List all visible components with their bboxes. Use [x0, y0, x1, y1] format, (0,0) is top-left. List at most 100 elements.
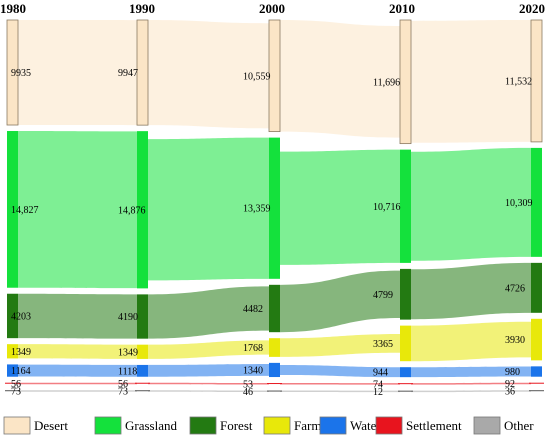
node-desert-2000: [268, 19, 281, 133]
legend-label-desert: Desert: [34, 418, 68, 433]
value-label-settlement-2000: 53: [243, 379, 253, 390]
flow-water-2000-2010: [280, 364, 400, 378]
node-grassland-2000: [269, 137, 280, 279]
flow-desert-2010-2020: [411, 20, 531, 143]
value-label-farmland-2020: 3930: [505, 335, 525, 346]
flow-farmland-1980-1990: [18, 344, 137, 359]
value-label-water-2020: 980: [505, 367, 520, 378]
flow-other-1980-1990: [18, 390, 137, 392]
year-header-2000: 2000: [259, 1, 285, 16]
value-label-grassland-1990: 14,876: [118, 205, 146, 216]
value-label-farmland-1980: 1349: [11, 347, 31, 358]
node-forest-2000: [269, 284, 280, 333]
flow-water-2010-2020: [411, 366, 531, 378]
value-label-farmland-1990: 1349: [118, 347, 138, 358]
legend: Desert Grassland Forest Farmland Water Settle…: [3, 416, 534, 435]
node-forest-2010: [400, 268, 411, 320]
flow-forest-1980-1990: [18, 293, 137, 339]
node-desert-1990: [136, 19, 149, 126]
value-label-forest-2000: 4482: [243, 304, 263, 315]
value-label-desert-2020: 11,532: [505, 76, 532, 87]
flow-forest-1990-2000: [148, 286, 269, 339]
node-farmland-1980: [7, 344, 18, 359]
flow-grassland-2010-2020: [411, 147, 531, 261]
value-label-other-2000: 46: [243, 387, 253, 398]
value-label-desert-1980: 9935: [11, 68, 31, 79]
legend-label-settlement: Settlement: [406, 418, 462, 433]
year-header-1980: 1980: [0, 1, 26, 16]
node-forest-2020: [531, 262, 542, 313]
legend-swatch-other: [473, 416, 501, 435]
flow-grassland-1990-2000: [148, 137, 269, 281]
flow-farmland-1990-2000: [148, 340, 269, 359]
node-farmland-1990: [137, 344, 148, 359]
node-forest-1990: [137, 294, 148, 339]
flow-other-2000-2010: [280, 390, 400, 393]
flow-other-1990-2000: [148, 390, 269, 393]
legend-swatch-farmland: [263, 416, 291, 435]
node-grassland-2020: [531, 147, 542, 257]
value-label-farmland-2010: 3365: [373, 339, 393, 350]
value-label-grassland-1980: 14,827: [11, 205, 39, 216]
value-label-forest-2010: 4799: [373, 290, 393, 301]
node-farmland-2000: [269, 338, 280, 357]
node-farmland-2010: [400, 325, 411, 362]
flow-forest-2010-2020: [411, 262, 531, 320]
node-farmland-2020: [531, 318, 542, 361]
year-headers: 1980 1990 2000 2010 2020: [0, 1, 545, 16]
flow-settlement-2010-2020: [411, 382, 531, 385]
value-label-desert-1990: 9947: [118, 68, 138, 79]
legend-swatch-settlement: [375, 416, 403, 435]
value-label-other-1990: 73: [118, 386, 128, 397]
value-label-grassland-2020: 10,309: [505, 198, 533, 209]
node-water-1990: [137, 364, 148, 377]
value-label-desert-2000: 10,559: [243, 71, 271, 82]
value-label-forest-1980: 4203: [11, 311, 31, 322]
value-label-farmland-2000: 1768: [243, 343, 263, 354]
value-label-other-2010: 12: [373, 387, 383, 398]
flows: [18, 20, 531, 393]
value-label-settlement-2010: 74: [373, 379, 383, 390]
node-grassland-2010: [400, 149, 411, 263]
value-label-desert-2010: 11,696: [373, 77, 400, 88]
value-label-settlement-1980: 56: [11, 379, 21, 390]
value-label-settlement-1990: 56: [118, 379, 128, 390]
node-desert-2010: [399, 19, 412, 145]
node-grassland-1990: [137, 131, 148, 289]
value-label-water-2000: 1340: [243, 365, 263, 376]
year-header-2020: 2020: [519, 1, 545, 16]
value-label-other-2020: 36: [505, 386, 515, 397]
value-label-water-1980: 1164: [11, 366, 31, 377]
flow-farmland-2000-2010: [280, 334, 400, 357]
flow-water-1990-2000: [148, 364, 269, 377]
node-desert-1980: [6, 19, 19, 126]
value-label-grassland-2000: 13,359: [243, 204, 271, 215]
node-water-1980: [7, 364, 18, 377]
value-label-forest-1990: 4190: [118, 312, 138, 323]
value-label-other-1980: 73: [11, 386, 21, 397]
nodes: [5, 19, 544, 392]
flow-desert-1980-1990: [18, 20, 137, 126]
node-water-2000: [269, 362, 280, 378]
year-header-2010: 2010: [389, 1, 415, 16]
value-label-grassland-2010: 10,716: [373, 202, 401, 213]
flow-desert-2000-2010: [280, 20, 400, 138]
flow-other-2010-2020: [411, 390, 531, 393]
legend-label-forest: Forest: [220, 418, 253, 433]
flow-grassland-2000-2010: [280, 149, 400, 265]
year-header-1990: 1990: [129, 1, 155, 16]
node-forest-1980: [7, 293, 18, 339]
flow-farmland-2010-2020: [411, 321, 531, 362]
value-label-water-1990: 1118: [118, 366, 137, 377]
node-water-2010: [400, 367, 411, 378]
legend-swatch-grassland: [94, 416, 122, 435]
node-desert-2020: [530, 19, 543, 143]
legend-swatch-desert: [3, 416, 31, 435]
flow-desert-1990-2000: [148, 20, 269, 129]
legend-swatch-forest: [189, 416, 217, 435]
node-grassland-1980: [7, 131, 18, 288]
legend-label-grassland: Grassland: [125, 418, 177, 433]
node-water-2020: [531, 366, 542, 377]
